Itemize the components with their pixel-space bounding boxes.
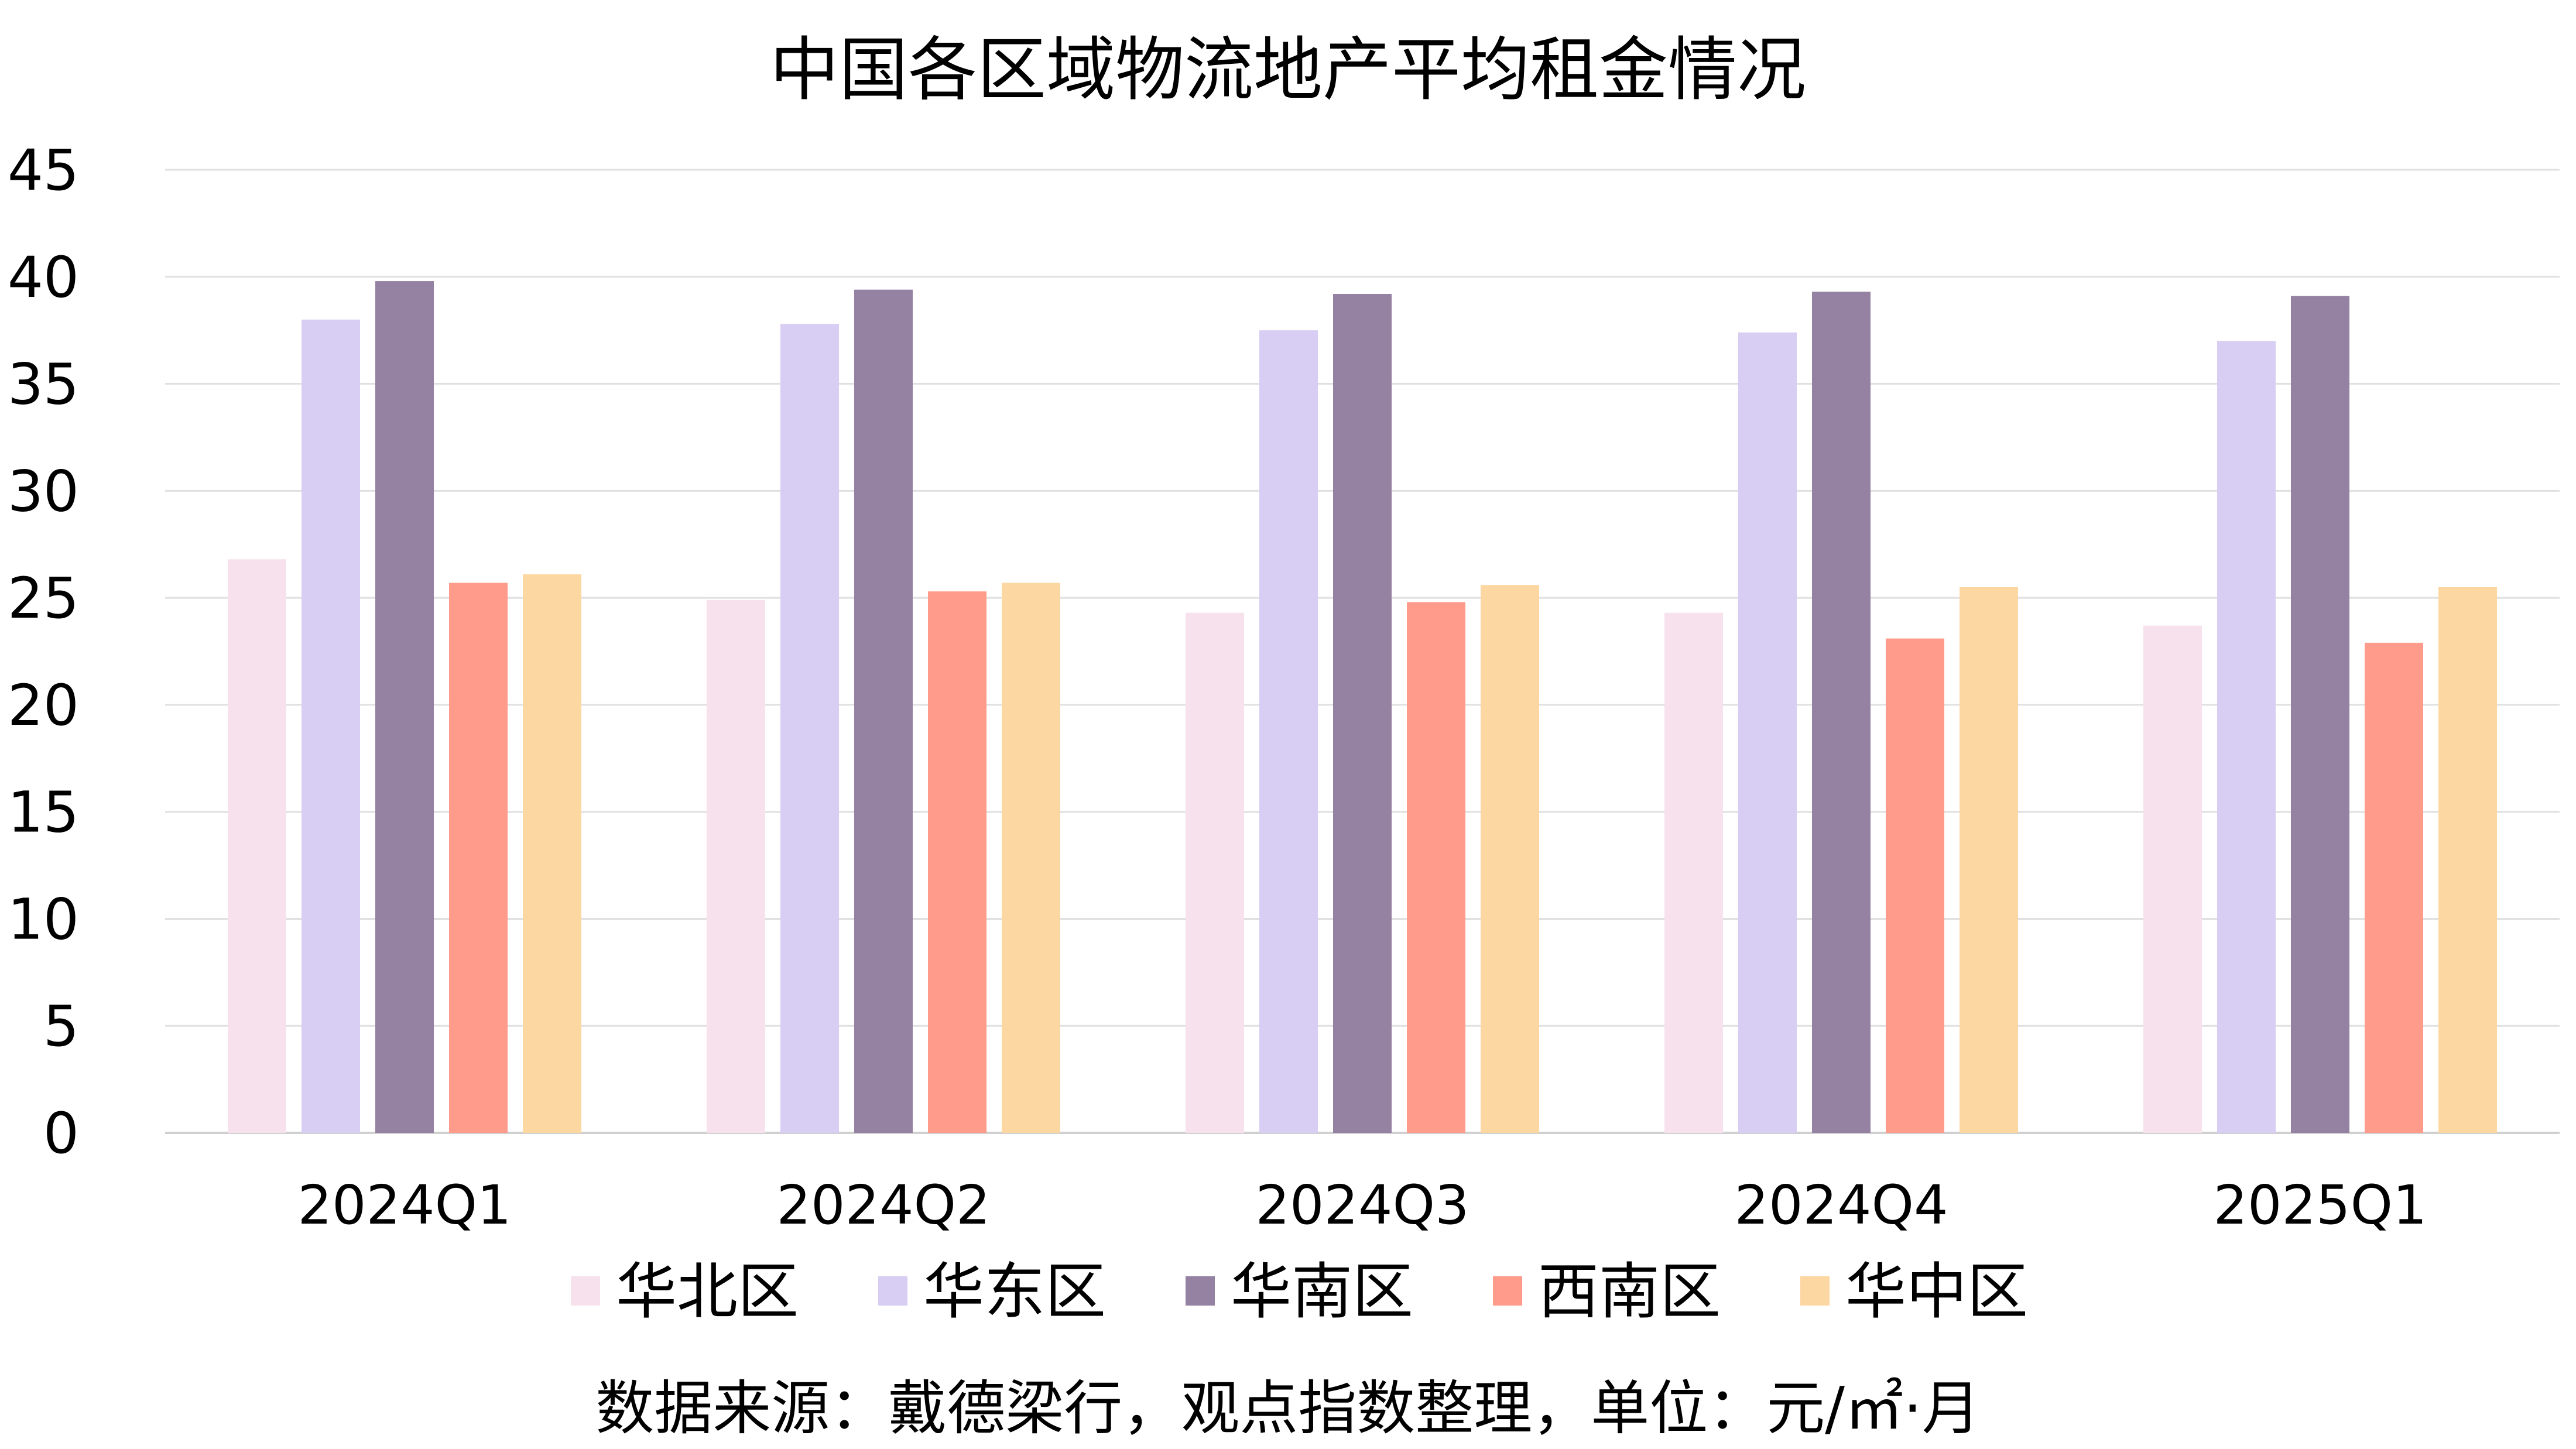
y-tick-label: 20: [8, 673, 79, 738]
y-tick-label: 35: [8, 352, 79, 417]
bar-华中区-2025Q1: [2438, 587, 2497, 1133]
bar-华东区-2025Q1: [2217, 341, 2276, 1133]
x-axis-ticks: 2024Q1 2024Q2 2024Q3 2024Q4 2025Q1: [297, 1174, 2427, 1236]
bar-华北区-2024Q2: [707, 600, 765, 1133]
bar-华北区-2024Q1: [228, 559, 286, 1133]
bar-西南区-2024Q4: [1886, 638, 1944, 1133]
bar-华中区-2024Q2: [1002, 583, 1060, 1133]
legend-label: 华南区: [1231, 1256, 1413, 1327]
legend-label: 华东区: [923, 1256, 1106, 1327]
bar-西南区-2025Q1: [2365, 642, 2423, 1133]
bar-华东区-2024Q2: [780, 324, 839, 1133]
bar-华南区-2024Q2: [854, 289, 913, 1133]
y-tick-label: 30: [8, 458, 79, 524]
legend-swatch: [1186, 1276, 1215, 1306]
legend-label: 西南区: [1538, 1256, 1721, 1327]
legend-swatch: [878, 1276, 907, 1306]
y-tick-label: 40: [8, 245, 79, 310]
x-tick-label: 2024Q1: [297, 1174, 511, 1236]
y-tick-label: 25: [8, 566, 79, 631]
y-axis-ticks: 0 5 10 15 20 25 30 35 40 45: [8, 138, 79, 1166]
bar-西南区-2024Q3: [1407, 602, 1465, 1133]
x-tick-label: 2025Q1: [2213, 1174, 2427, 1236]
y-tick-label: 10: [8, 886, 79, 952]
bar-华北区-2024Q4: [1664, 612, 1723, 1133]
bar-华北区-2025Q1: [2143, 625, 2202, 1133]
legend-label: 华北区: [616, 1256, 799, 1327]
legend-swatch: [1800, 1276, 1830, 1306]
x-tick-label: 2024Q4: [1734, 1174, 1948, 1236]
bar-西南区-2024Q2: [928, 591, 986, 1133]
x-tick-label: 2024Q2: [776, 1174, 990, 1236]
bar-华中区-2024Q3: [1481, 585, 1539, 1133]
y-tick-label: 0: [43, 1101, 79, 1166]
bar-华南区-2024Q3: [1333, 294, 1392, 1133]
chart-title: 中国各区域物流地产平均租金情况: [770, 29, 1806, 110]
bar-西南区-2024Q1: [449, 583, 508, 1133]
bar-华南区-2024Q1: [375, 281, 434, 1133]
x-tick-label: 2024Q3: [1255, 1174, 1469, 1236]
bar-华东区-2024Q3: [1259, 330, 1318, 1133]
bar-华东区-2024Q1: [302, 319, 360, 1133]
bar-华中区-2024Q4: [1960, 587, 2018, 1133]
source-note: 数据来源：戴德梁行，观点指数整理，单位：元/㎡·月: [595, 1374, 1980, 1443]
legend-swatch: [1493, 1276, 1522, 1306]
legend: 华北区 华东区 华南区 西南区 华中区: [571, 1256, 2028, 1327]
bar-华南区-2024Q4: [1812, 292, 1871, 1133]
y-tick-label: 5: [43, 994, 79, 1059]
legend-label: 华中区: [1845, 1256, 2028, 1327]
y-tick-label: 15: [8, 780, 79, 845]
y-tick-label: 45: [8, 138, 79, 203]
bar-华东区-2024Q4: [1738, 332, 1797, 1133]
bar-华中区-2024Q1: [523, 574, 581, 1133]
bars: [228, 281, 2497, 1133]
bar-华北区-2024Q3: [1186, 612, 1244, 1133]
legend-swatch: [571, 1276, 600, 1306]
bar-华南区-2025Q1: [2291, 296, 2349, 1133]
